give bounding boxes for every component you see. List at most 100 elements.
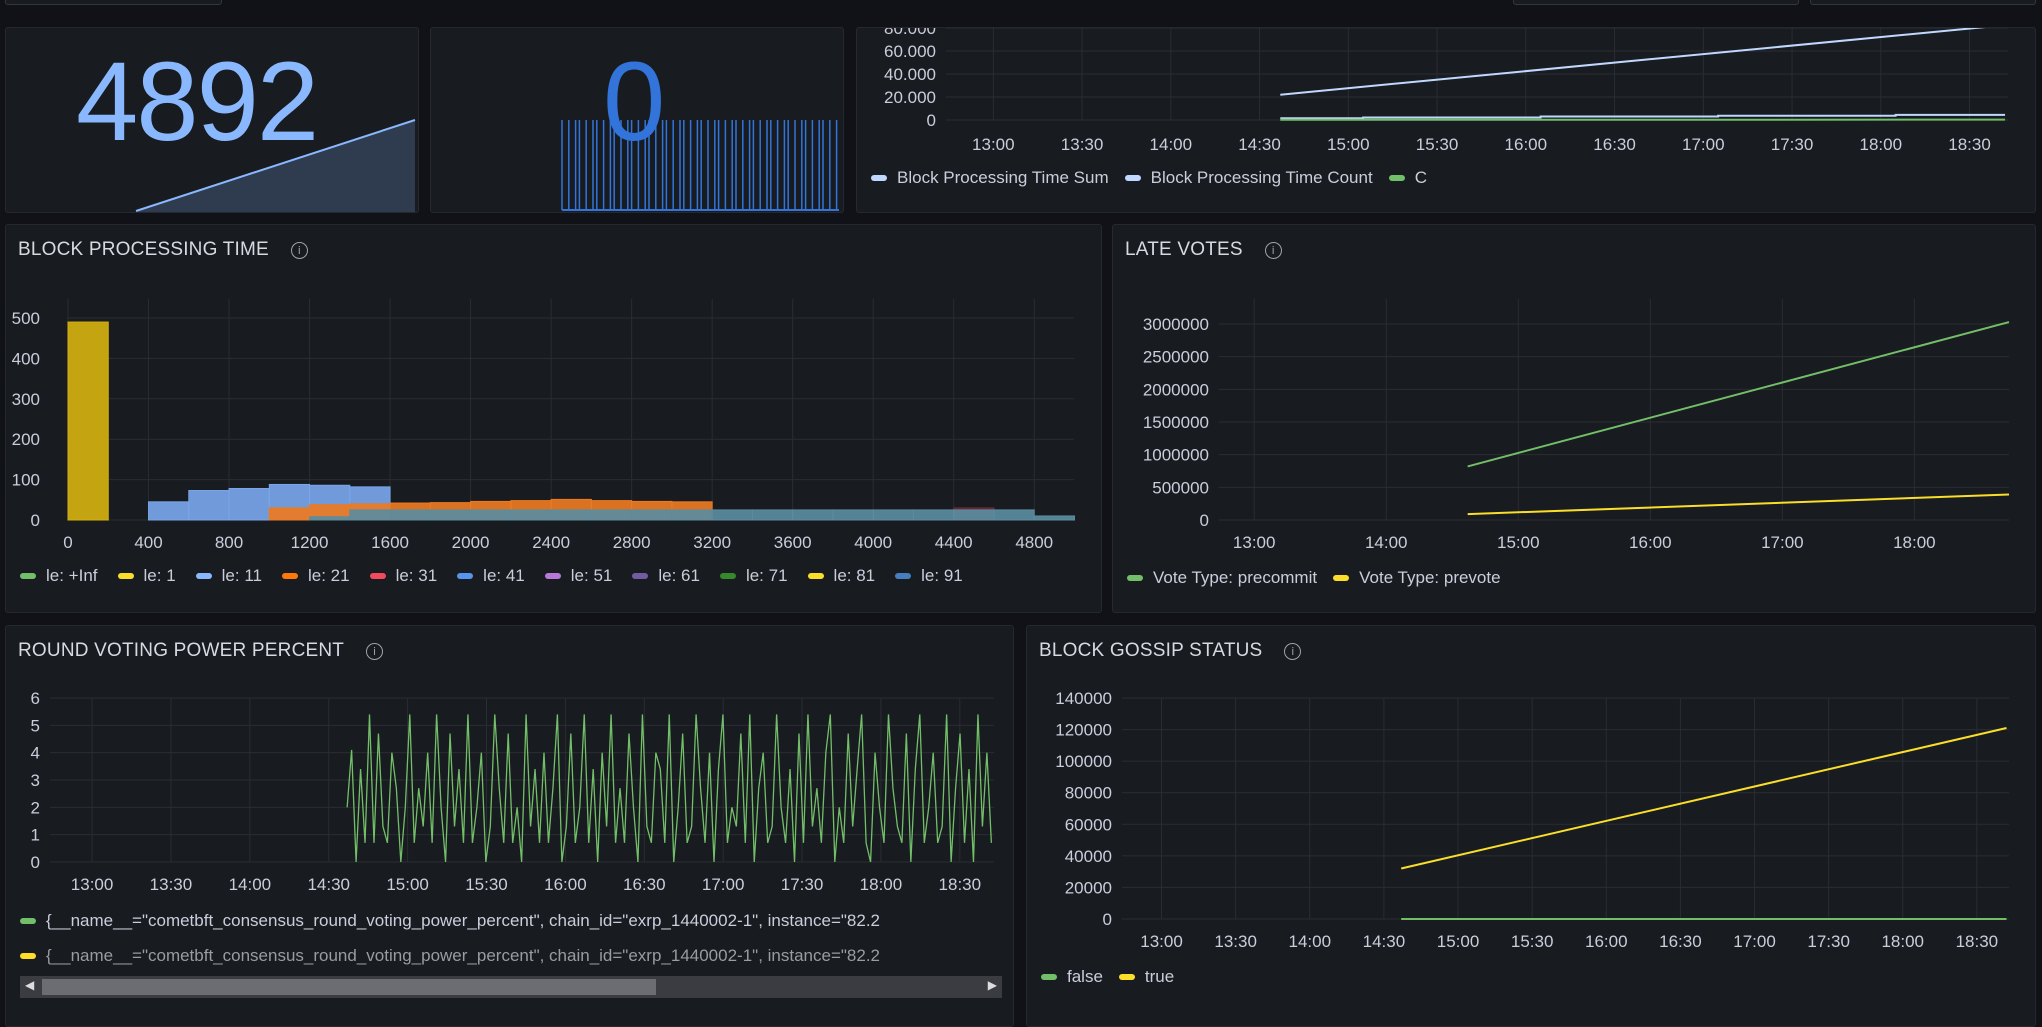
x-tick-label: 14:30 bbox=[1363, 932, 1406, 951]
x-tick-label: 16:00 bbox=[1505, 135, 1548, 154]
legend: false true bbox=[1041, 967, 1174, 987]
x-tick-label: 15:30 bbox=[1416, 135, 1459, 154]
x-tick-label: 1600 bbox=[371, 533, 409, 552]
legend-item[interactable]: le: 61 bbox=[632, 566, 700, 586]
legend-label: le: 31 bbox=[396, 566, 438, 586]
y-tick-label: 2 bbox=[31, 798, 40, 817]
scroll-left-icon[interactable]: ◀ bbox=[25, 978, 34, 992]
legend-item[interactable]: Block Processing Time Sum bbox=[871, 168, 1109, 188]
y-tick-label: 0 bbox=[927, 111, 936, 130]
block-gossip-chart: 0200004000060000800001000001200001400001… bbox=[1027, 626, 2035, 1026]
y-tick-label: 4 bbox=[31, 744, 40, 763]
x-tick-label: 14:00 bbox=[1289, 932, 1332, 951]
legend-swatch bbox=[1041, 974, 1057, 980]
legend-swatch bbox=[20, 918, 36, 924]
histogram-bar bbox=[310, 517, 350, 520]
legend-item[interactable]: Block Processing Time Count bbox=[1125, 168, 1373, 188]
x-tick-label: 17:00 bbox=[1682, 135, 1725, 154]
time-range-picker[interactable] bbox=[1513, 0, 1799, 5]
y-tick-label: 80000 bbox=[1065, 784, 1112, 803]
legend-swatch bbox=[20, 953, 36, 959]
scroll-right-icon[interactable]: ▶ bbox=[988, 978, 997, 992]
y-tick-label: 100000 bbox=[1055, 752, 1112, 771]
histogram-bar bbox=[833, 510, 873, 520]
histogram-bar bbox=[189, 491, 229, 520]
x-tick-label: 2000 bbox=[452, 533, 490, 552]
histogram-bar bbox=[913, 510, 953, 520]
legend-item[interactable]: {__name__="cometbft_consensus_round_voti… bbox=[20, 946, 880, 966]
x-tick-label: 13:00 bbox=[972, 135, 1015, 154]
x-tick-label: 13:30 bbox=[1061, 135, 1104, 154]
histogram-bar bbox=[954, 510, 994, 520]
legend-label: le: 71 bbox=[746, 566, 788, 586]
x-tick-label: 14:30 bbox=[1238, 135, 1281, 154]
histogram-bar bbox=[712, 510, 752, 520]
legend-item[interactable]: {__name__="cometbft_consensus_round_voti… bbox=[20, 911, 880, 931]
y-tick-label: 1000000 bbox=[1143, 446, 1209, 465]
series-line bbox=[1468, 322, 2009, 466]
histogram-bar bbox=[471, 510, 511, 520]
x-tick-label: 17:00 bbox=[1733, 932, 1776, 951]
legend-swatch bbox=[282, 573, 298, 579]
y-tick-label: 3000000 bbox=[1143, 315, 1209, 334]
y-tick-label: 500000 bbox=[1152, 478, 1209, 497]
y-tick-label: 500 bbox=[12, 309, 40, 328]
y-tick-label: 300 bbox=[12, 390, 40, 409]
legend-item[interactable]: le: 1 bbox=[118, 566, 176, 586]
legend-item[interactable]: le: +Inf bbox=[20, 566, 98, 586]
y-tick-label: 20000 bbox=[1065, 878, 1112, 897]
stat-value: 0 bbox=[603, 46, 663, 158]
histogram-bar bbox=[390, 510, 430, 520]
histogram-bar bbox=[430, 510, 470, 520]
top-left-control[interactable] bbox=[5, 0, 222, 5]
legend-item[interactable]: le: 71 bbox=[720, 566, 788, 586]
legend-label: Block Processing Time Count bbox=[1151, 168, 1373, 188]
y-tick-label: 2000000 bbox=[1143, 380, 1209, 399]
x-tick-label: 15:30 bbox=[1511, 932, 1554, 951]
legend-item[interactable]: Vote Type: prevote bbox=[1333, 568, 1500, 588]
legend-item[interactable]: true bbox=[1119, 967, 1174, 987]
legend-label: le: 51 bbox=[571, 566, 613, 586]
legend-item[interactable]: le: 51 bbox=[545, 566, 613, 586]
legend: le: +Inf le: 1 le: 11 le: 21 le: 31 le: 41 le:… bbox=[20, 566, 963, 586]
legend-item[interactable]: le: 11 bbox=[196, 566, 262, 586]
x-tick-label: 15:00 bbox=[386, 875, 429, 894]
refresh-picker[interactable] bbox=[1810, 0, 2036, 5]
histogram-bar bbox=[350, 510, 390, 520]
x-tick-label: 16:30 bbox=[623, 875, 666, 894]
legend-item[interactable]: Vote Type: precommit bbox=[1127, 568, 1317, 588]
x-tick-label: 16:00 bbox=[1629, 533, 1672, 552]
legend-item[interactable]: le: 21 bbox=[282, 566, 350, 586]
x-tick-label: 16:00 bbox=[544, 875, 587, 894]
legend-item[interactable]: C bbox=[1389, 168, 1427, 188]
legend-item[interactable]: le: 91 bbox=[895, 566, 963, 586]
y-tick-label: 20.000 bbox=[884, 88, 936, 107]
stat-panel-zero: 0 bbox=[430, 27, 844, 213]
legend-swatch bbox=[632, 573, 648, 579]
y-tick-label: 0 bbox=[31, 853, 40, 872]
x-tick-label: 3200 bbox=[693, 533, 731, 552]
legend-item[interactable]: false bbox=[1041, 967, 1103, 987]
x-tick-label: 16:30 bbox=[1659, 932, 1702, 951]
y-tick-label: 60.000 bbox=[884, 42, 936, 61]
x-tick-label: 15:00 bbox=[1437, 932, 1480, 951]
histogram-bar bbox=[551, 510, 591, 520]
x-tick-label: 13:30 bbox=[150, 875, 193, 894]
series-line bbox=[1280, 115, 2005, 118]
x-tick-label: 18:30 bbox=[939, 875, 982, 894]
x-tick-label: 16:00 bbox=[1585, 932, 1628, 951]
legend-item[interactable]: le: 81 bbox=[808, 566, 876, 586]
legend-item[interactable]: le: 41 bbox=[457, 566, 525, 586]
legend-horizontal-scrollbar[interactable]: ◀ ▶ bbox=[20, 976, 1002, 998]
histogram-bar bbox=[672, 510, 712, 520]
scrollbar-thumb[interactable] bbox=[42, 979, 656, 995]
x-tick-label: 14:00 bbox=[1150, 135, 1193, 154]
histogram-bar bbox=[511, 510, 551, 520]
x-tick-label: 14:00 bbox=[1365, 533, 1408, 552]
x-tick-label: 14:00 bbox=[229, 875, 272, 894]
legend-item[interactable]: le: 31 bbox=[370, 566, 438, 586]
series-line bbox=[1468, 495, 2009, 515]
x-tick-label: 18:00 bbox=[1860, 135, 1903, 154]
